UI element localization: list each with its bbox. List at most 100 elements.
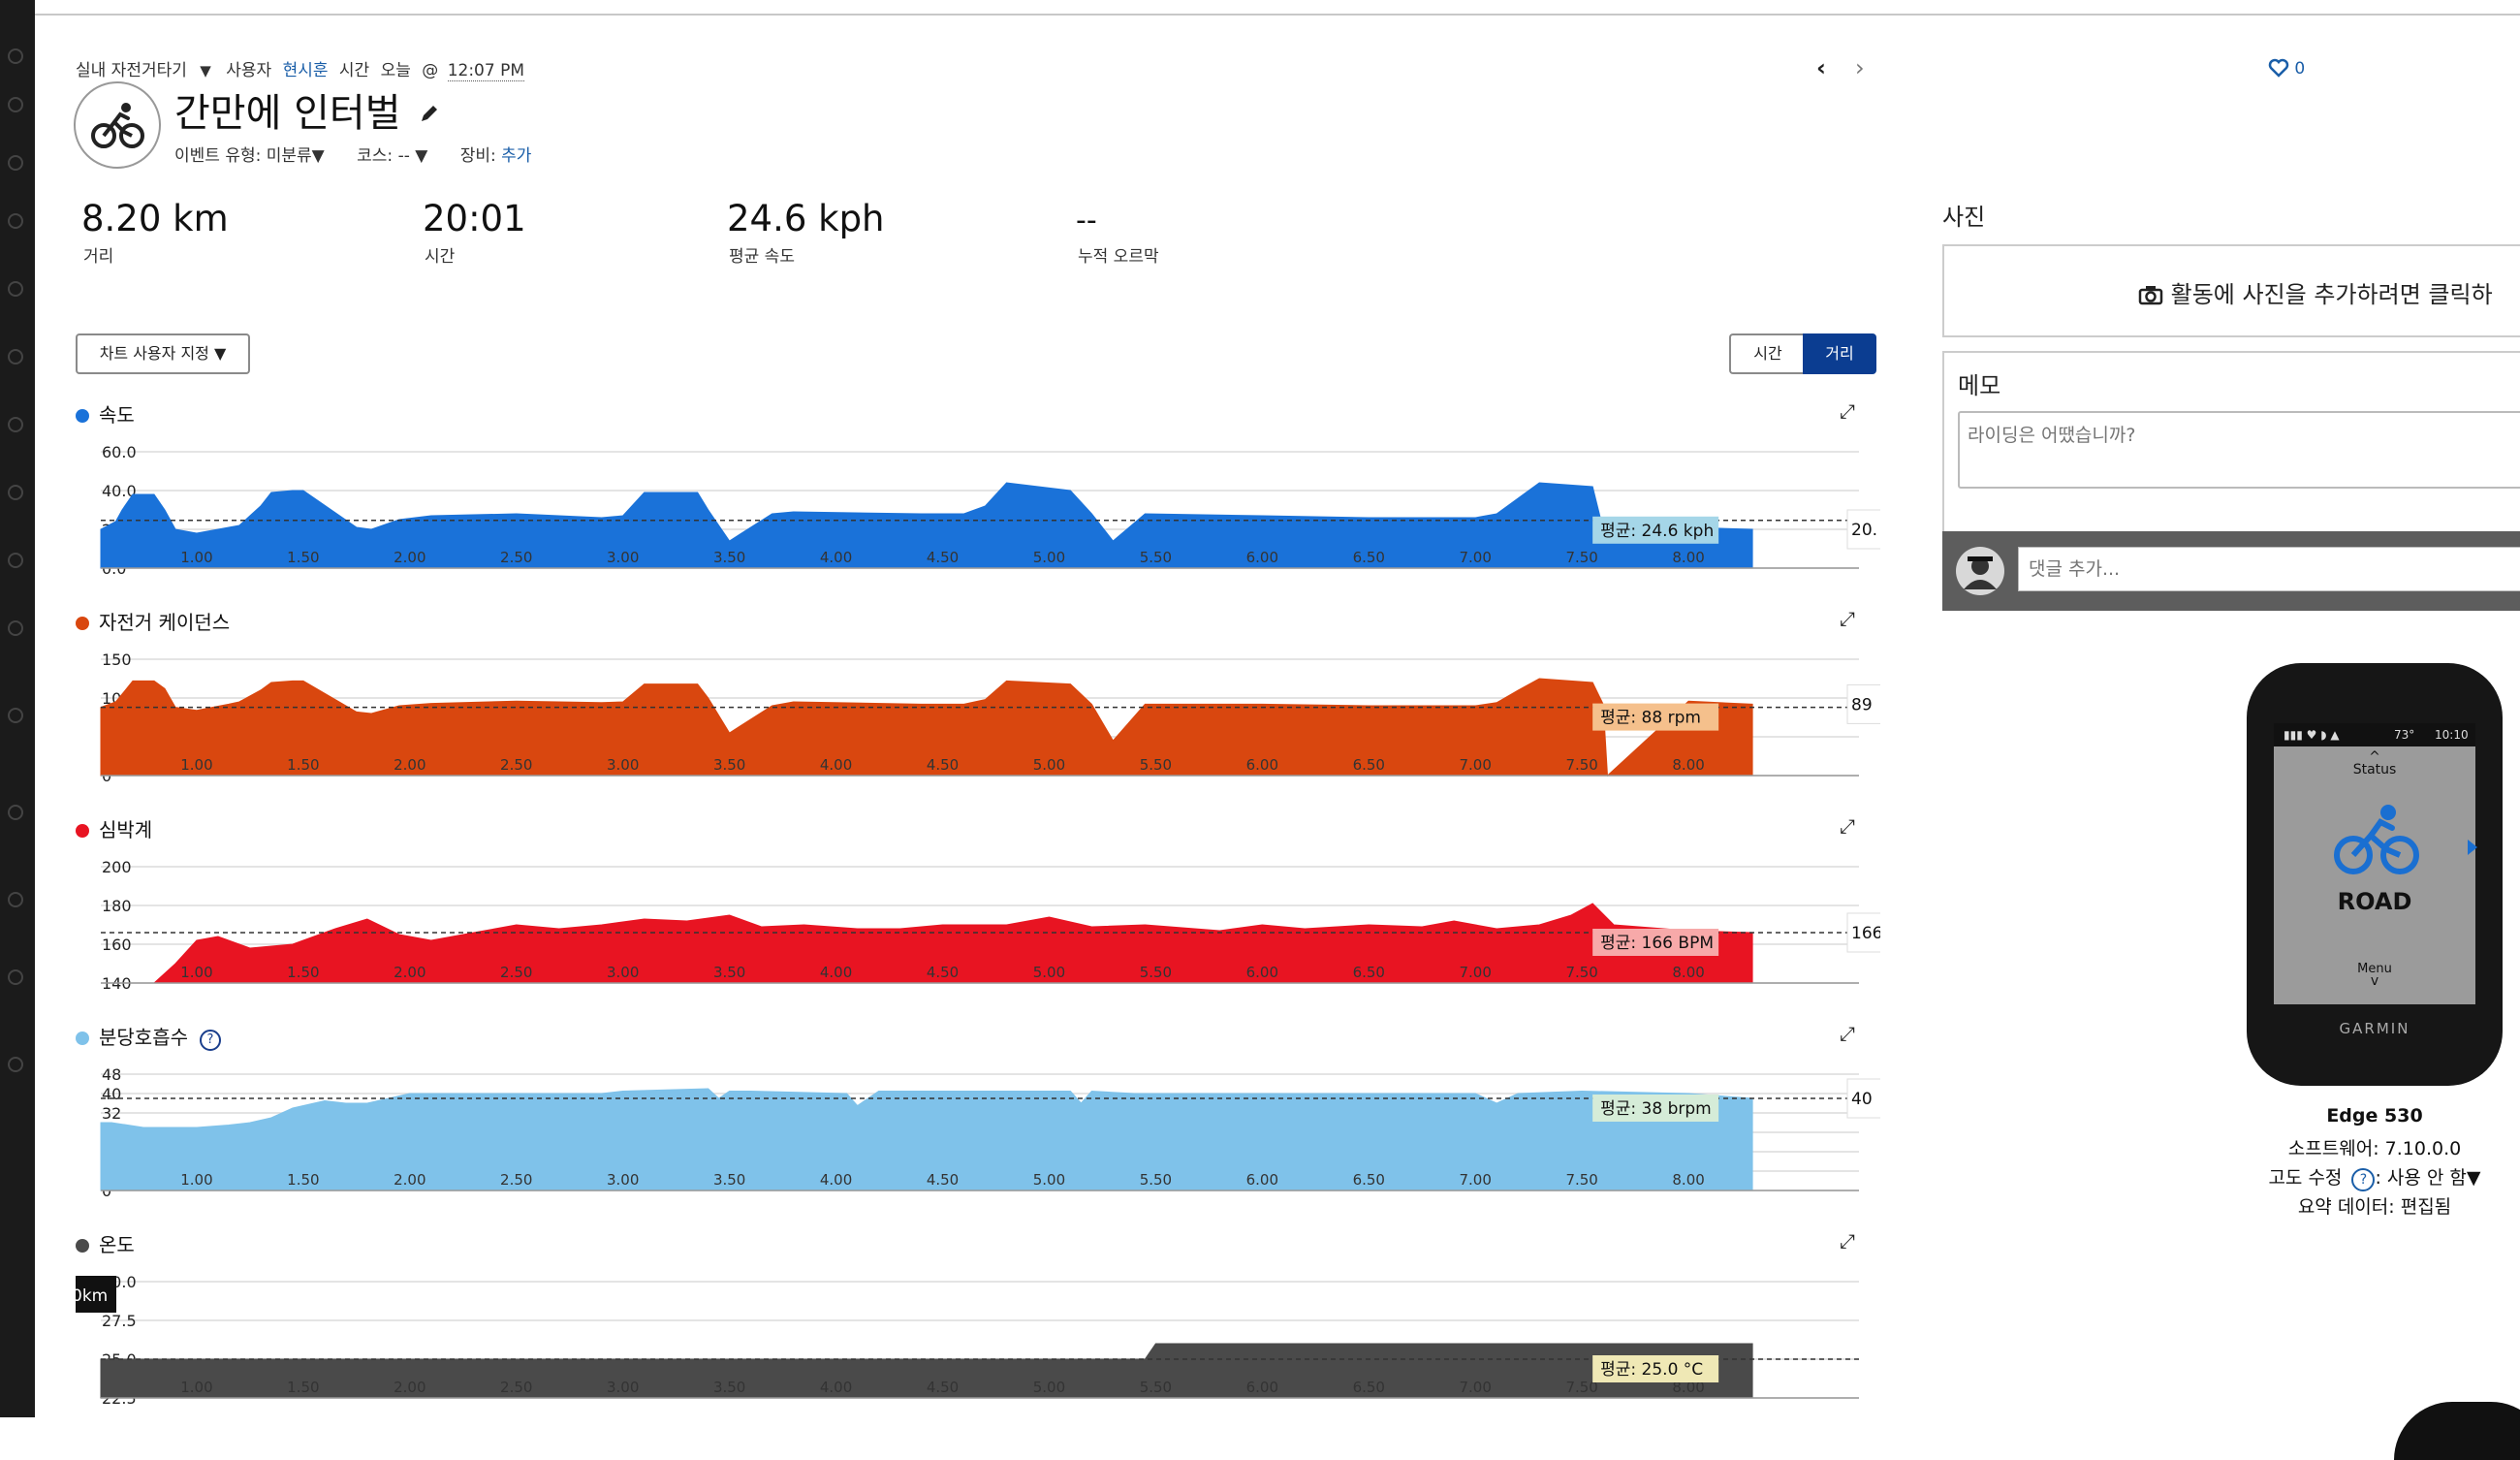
expand-chart-icon[interactable]: ⤢ [1840, 1229, 1855, 1253]
nav-icon[interactable] [8, 805, 23, 820]
x-tick-label: 6.50 [1353, 549, 1385, 566]
activity-clock[interactable]: 12:07 PM [447, 61, 525, 81]
y-tick-label: 150 [102, 651, 132, 669]
user-name-link[interactable]: 현시훈 [282, 61, 329, 80]
average-label: 평균: 166 BPM [1592, 929, 1719, 956]
expand-chart-icon[interactable]: ⤢ [1840, 399, 1855, 423]
y-tick-label: 60.0 [102, 443, 137, 461]
cursor-readout: 89 [1851, 695, 1873, 714]
x-tick-label: 3.50 [713, 756, 745, 774]
y-tick-label: 27.5 [102, 1312, 137, 1330]
toggle-time-button[interactable]: 시간 [1729, 333, 1805, 374]
series-area [101, 903, 1753, 984]
average-label-text: 평균: 88 rpm [1600, 709, 1701, 728]
nav-icon[interactable] [8, 417, 23, 432]
chart-svg[interactable]: 4840322416801.001.502.002.503.003.504.00… [0, 1030, 1880, 1223]
chart-title-text: 심박계 [99, 818, 153, 841]
chart-svg[interactable]: 1501005001.001.502.002.503.003.504.004.5… [0, 615, 1880, 809]
average-label-bg [1592, 516, 1719, 544]
cursor-readout-bg [1846, 912, 1880, 953]
x-tick-label: 2.50 [500, 1379, 532, 1396]
course-dropdown[interactable]: -- ▼ [397, 146, 428, 166]
event-type-dropdown[interactable]: 미분류▼ [266, 146, 325, 166]
chart-customize-button[interactable]: 차트 사용자 지정 ▼ [76, 333, 250, 374]
nav-icon[interactable] [8, 1057, 23, 1072]
x-tick-label: 3.00 [607, 756, 639, 774]
x-tick-label: 5.00 [1033, 549, 1065, 566]
chart-title-text: 속도 [99, 403, 135, 427]
chart-svg[interactable]: 30.027.525.022.51.001.502.002.503.003.50… [0, 1237, 1880, 1431]
notes-textarea[interactable] [1958, 411, 2520, 489]
x-tick-label: 7.50 [1565, 549, 1597, 566]
nav-icon[interactable] [8, 48, 23, 64]
help-icon[interactable]: ? [200, 1030, 221, 1051]
left-sidebar [0, 0, 35, 1417]
toggle-distance-button[interactable]: 거리 [1803, 333, 1876, 374]
nav-icon[interactable] [8, 485, 23, 500]
x-tick-label: 6.00 [1246, 1171, 1278, 1189]
x-tick-label: 4.50 [927, 1379, 959, 1396]
chart-svg[interactable]: 60.040.020.00.01.001.502.002.503.003.504… [0, 407, 1880, 601]
activity-type[interactable]: 실내 자전거타기 [76, 61, 187, 80]
x-tick-label: 2.00 [394, 756, 425, 774]
x-tick-label: 7.00 [1460, 549, 1492, 566]
cursor-readout: 0km [72, 1286, 108, 1306]
activity-title-text[interactable]: 간만에 인터벌 [174, 91, 401, 136]
event-type-label: 이벤트 유형: [174, 146, 262, 166]
legend-dot [76, 1032, 89, 1045]
stat-distance-label: 거리 [83, 247, 114, 267]
average-label-bg [1592, 1095, 1719, 1122]
device-status-label: ^ Status [2352, 749, 2397, 778]
y-tick-label: 32 [102, 1104, 121, 1123]
device-arrow-icon [2468, 840, 2477, 855]
elevation-dropdown[interactable]: : 사용 안 함▼ [2375, 1167, 2481, 1189]
y-tick-label: 200 [102, 858, 132, 876]
nav-icon[interactable] [8, 708, 23, 723]
nav-icon[interactable] [8, 97, 23, 112]
nav-icon[interactable] [8, 349, 23, 365]
prev-activity-icon[interactable]: ‹ [1816, 54, 1826, 81]
comment-input[interactable] [2018, 547, 2520, 591]
chart-customize-label: 차트 사용자 지정 ▼ [99, 344, 227, 363]
expand-chart-icon[interactable]: ⤢ [1840, 607, 1855, 630]
x-tick-label: 6.00 [1246, 964, 1278, 981]
nav-icon[interactable] [8, 281, 23, 297]
nav-icon[interactable] [8, 892, 23, 907]
x-tick-label: 4.00 [820, 1379, 852, 1396]
nav-icon[interactable] [8, 213, 23, 229]
add-photo-text: 활동에 사진을 추가하려면 클릭하 [2170, 281, 2493, 308]
x-tick-label: 8.00 [1672, 964, 1704, 981]
stat-ascent-label: 누적 오르막 [1078, 247, 1159, 267]
x-tick-label: 3.50 [713, 1379, 745, 1396]
day-label: 오늘 [380, 61, 411, 80]
toggle-time-label: 시간 [1753, 344, 1782, 363]
gear-add-link[interactable]: 추가 [501, 146, 532, 166]
activity-type-dropdown-icon[interactable]: ▼ [200, 62, 211, 79]
heart-icon[interactable] [2268, 58, 2289, 78]
x-tick-label: 2.00 [394, 964, 425, 981]
expand-chart-icon[interactable]: ⤢ [1840, 814, 1855, 838]
add-photo-prompt[interactable]: 활동에 사진을 추가하려면 클릭하 [2138, 275, 2493, 309]
nav-icon[interactable] [8, 553, 23, 568]
user-avatar-icon [1964, 556, 1997, 589]
activity-title[interactable]: 간만에 인터벌 [174, 81, 440, 138]
nav-icon[interactable] [8, 155, 23, 171]
nav-icon[interactable] [8, 969, 23, 985]
x-tick-label: 4.50 [927, 1171, 959, 1189]
pencil-icon[interactable] [419, 103, 440, 124]
series-area [100, 482, 1753, 569]
add-photo-box[interactable]: 활동에 사진을 추가하려면 클릭하 [1942, 244, 2520, 337]
bike-icon [91, 103, 144, 148]
like-button[interactable]: 0 [2268, 58, 2305, 79]
nav-icon[interactable] [8, 620, 23, 636]
average-label: 평균: 88 rpm [1592, 703, 1719, 731]
next-activity-icon[interactable]: › [1855, 54, 1865, 81]
expand-chart-icon[interactable]: ⤢ [1840, 1022, 1855, 1045]
stat-distance-value: 8.20 km [81, 198, 229, 239]
device-time: 10:10 [2435, 728, 2469, 742]
help-icon[interactable]: ? [2351, 1168, 2376, 1191]
device-signal-icon: ▮▮▮ ♥ ◗ ▲ [2284, 728, 2340, 742]
legend-dot [76, 617, 89, 630]
cursor-readout: 40 [1851, 1090, 1873, 1109]
